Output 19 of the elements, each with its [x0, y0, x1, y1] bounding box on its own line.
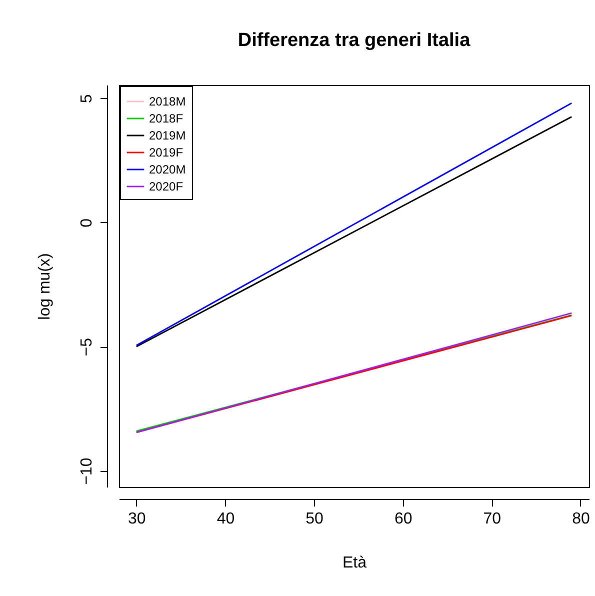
- x-tick-label: 30: [128, 510, 146, 528]
- y-tick-label: 5: [78, 94, 96, 104]
- legend-label: 2020M: [149, 162, 186, 176]
- x-tick-label: 70: [483, 510, 502, 528]
- y-axis-title: log mu(x): [36, 253, 54, 320]
- y-tick-label: −5: [78, 338, 96, 356]
- legend-label: 2018M: [149, 94, 186, 108]
- legend-label: 2018F: [149, 112, 184, 126]
- chart-title: Differenza tra generi Italia: [238, 30, 471, 51]
- y-tick-label: 0: [78, 218, 96, 228]
- legend-label: 2019M: [149, 128, 186, 142]
- y-tick-label: −10: [78, 458, 96, 485]
- x-tick-label: 40: [216, 510, 235, 528]
- legend-label: 2020F: [149, 180, 184, 194]
- legend-label: 2019F: [149, 146, 184, 160]
- x-tick-label: 50: [306, 510, 324, 528]
- x-tick-label: 80: [572, 510, 590, 528]
- x-tick-label: 60: [394, 510, 412, 528]
- x-axis-title: Età: [342, 554, 367, 572]
